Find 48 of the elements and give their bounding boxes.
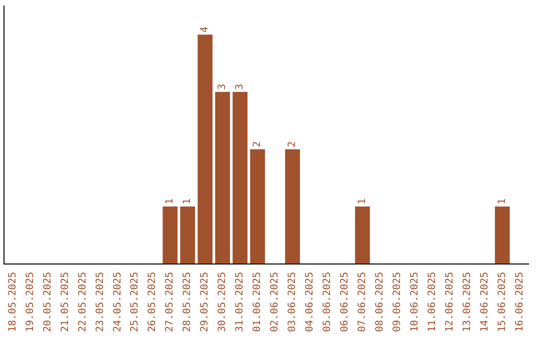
data-label: 1 [357,198,368,205]
x-tick-label: 21.05.2025 [60,272,71,332]
bar [232,92,248,264]
data-label: 1 [164,198,176,205]
x-tick-label: 27.05.2025 [164,272,176,332]
x-tick-label: 25.05.2025 [130,272,141,332]
data-label: 3 [234,84,246,90]
x-tick-label: 22.05.2025 [77,272,88,332]
x-tick-label: 31.05.2025 [234,272,246,332]
x-tick-label: 03.06.2025 [287,272,298,332]
x-tick-label: 06.06.2025 [340,272,351,332]
data-label: 1 [496,198,508,205]
x-tick-label: 24.05.2025 [112,272,124,332]
data-label: 4 [200,26,211,33]
x-tick-label: 07.06.2025 [357,272,368,332]
x-tick-label: 13.06.2025 [462,272,473,332]
x-tick-label: 16.06.2025 [514,272,526,332]
x-tick-label: 23.05.2025 [94,272,106,332]
x-tick-label: 20.05.2025 [42,272,54,332]
bar [198,34,213,264]
bar [494,206,510,264]
x-tick-label: 19.05.2025 [24,272,36,332]
x-tick-label: 30.05.2025 [217,272,228,332]
x-tick-label: 18.05.2025 [7,272,18,332]
x-tick-label: 01.06.2025 [252,272,264,332]
data-label: 3 [217,84,228,90]
x-tick-label: 08.06.2025 [374,272,386,332]
x-tick-label: 10.06.2025 [410,272,421,332]
bar [215,92,230,264]
x-tick-label: 12.06.2025 [444,272,456,332]
bar [355,206,370,264]
bar [180,206,196,264]
data-label: 2 [287,141,298,148]
x-tick-label: 15.06.2025 [496,272,508,332]
x-tick-label: 02.06.2025 [270,272,281,332]
x-tick-label: 09.06.2025 [392,272,404,332]
x-tick-label: 11.06.2025 [427,272,438,332]
x-tick-label: 04.06.2025 [304,272,316,332]
bar [285,149,300,264]
x-tick-label: 29.05.2025 [200,272,211,332]
bar [162,206,178,264]
x-tick-label: 28.05.2025 [182,272,194,332]
x-tick-label: 05.06.2025 [322,272,334,332]
x-tick-label: 14.06.2025 [479,272,490,332]
bar [250,149,265,264]
data-label: 1 [182,198,194,205]
data-label: 2 [252,141,264,148]
x-tick-label: 26.05.2025 [147,272,158,332]
